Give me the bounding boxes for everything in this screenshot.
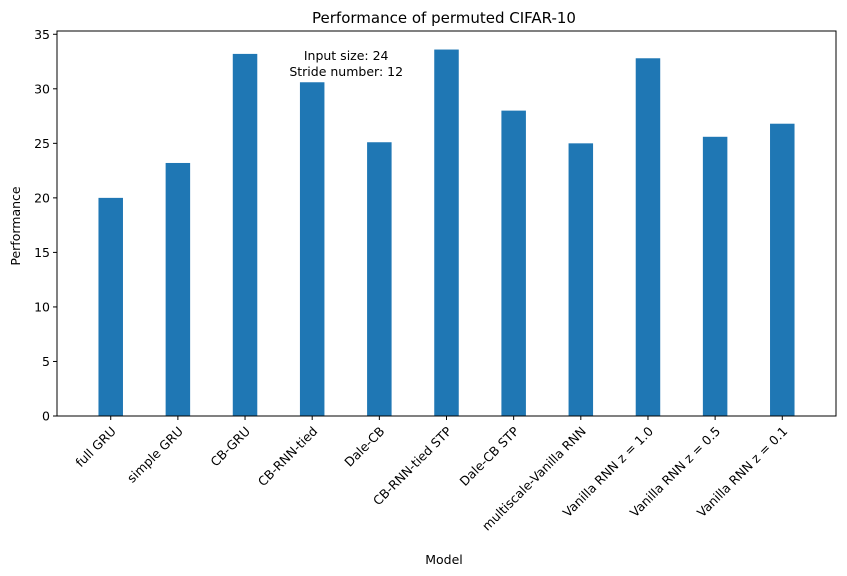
annotation-stride-number: Stride number: 12 <box>289 64 403 79</box>
y-tick-label-5: 25 <box>34 136 50 151</box>
bar-2 <box>232 53 258 417</box>
y-tick-label-3: 15 <box>34 245 50 260</box>
x-tick-label-1: simple GRU <box>124 424 186 486</box>
bar-5 <box>434 49 459 416</box>
x-tick-label-2: CB-GRU <box>207 424 253 470</box>
bar-0 <box>98 197 123 416</box>
y-tick-label-1: 5 <box>42 354 50 369</box>
x-axis-label: Model <box>425 552 463 567</box>
x-tick-label-6: Dale-CB STP <box>456 423 522 489</box>
bar-3 <box>299 82 325 416</box>
x-tick-label-0: full GRU <box>72 424 119 471</box>
bar-7 <box>568 143 594 416</box>
plot-area <box>98 49 795 417</box>
x-tick-label-3: CB-RNN-tied <box>255 424 321 490</box>
y-tick-label-7: 35 <box>34 27 50 42</box>
y-tick-label-2: 10 <box>34 299 50 314</box>
y-tick-label-6: 30 <box>34 81 50 96</box>
bar-8 <box>635 58 661 417</box>
bar-1 <box>165 162 191 416</box>
annotation-input-size: Input size: 24 <box>304 48 389 63</box>
bar-9 <box>702 136 728 417</box>
bar-10 <box>770 123 795 417</box>
x-tick-label-4: Dale-CB <box>341 424 387 470</box>
y-tick-label-0: 0 <box>42 409 50 424</box>
y-tick-label-4: 20 <box>34 190 50 205</box>
y-axis-label: Performance <box>8 186 23 266</box>
bar-6 <box>501 110 526 417</box>
chart-title: Performance of permuted CIFAR-10 <box>312 9 576 27</box>
bar-4 <box>367 142 392 416</box>
